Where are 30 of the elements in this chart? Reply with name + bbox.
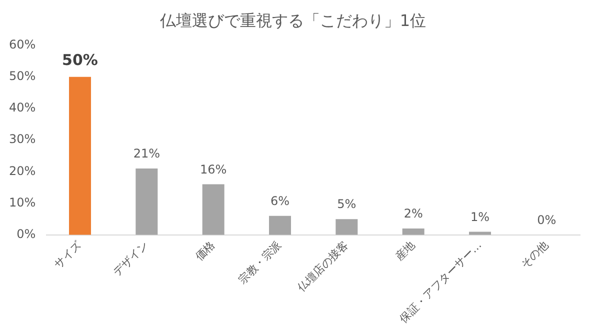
x-tick-label: 産地 — [392, 238, 418, 264]
x-tick-label: その他 — [518, 238, 551, 272]
bar — [202, 184, 224, 235]
bar — [136, 168, 158, 235]
y-tick-label: 30% — [9, 132, 36, 146]
y-tick-label: 40% — [9, 100, 36, 115]
bar — [269, 216, 292, 235]
data-label: 1% — [470, 210, 490, 224]
x-tick-label: デザイン — [110, 238, 151, 279]
data-label: 50% — [62, 51, 98, 70]
x-tick-label: 宗教・宗派 — [236, 238, 284, 287]
x-tick-label: 仏壇店の接客 — [294, 238, 351, 296]
y-tick-label: 10% — [9, 195, 36, 210]
y-tick-label: 20% — [9, 164, 36, 178]
chart-title: 仏壇選びで重視する「こだわり」1位 — [158, 10, 426, 30]
y-tick-label: 60% — [9, 37, 36, 52]
bar — [402, 228, 424, 235]
data-label: 16% — [200, 162, 227, 176]
x-tick-label: 価格 — [192, 238, 218, 264]
data-label: 5% — [337, 197, 356, 212]
data-label: 21% — [133, 146, 160, 161]
data-label: 2% — [404, 206, 423, 221]
data-label: 0% — [537, 213, 556, 228]
data-label: 6% — [270, 194, 290, 208]
y-tick-label: 50% — [9, 68, 36, 83]
bar — [469, 232, 491, 235]
bar — [69, 76, 92, 235]
x-tick-label: サイズ — [52, 238, 85, 272]
bar — [336, 219, 358, 235]
y-tick-label: 0% — [16, 227, 36, 242]
